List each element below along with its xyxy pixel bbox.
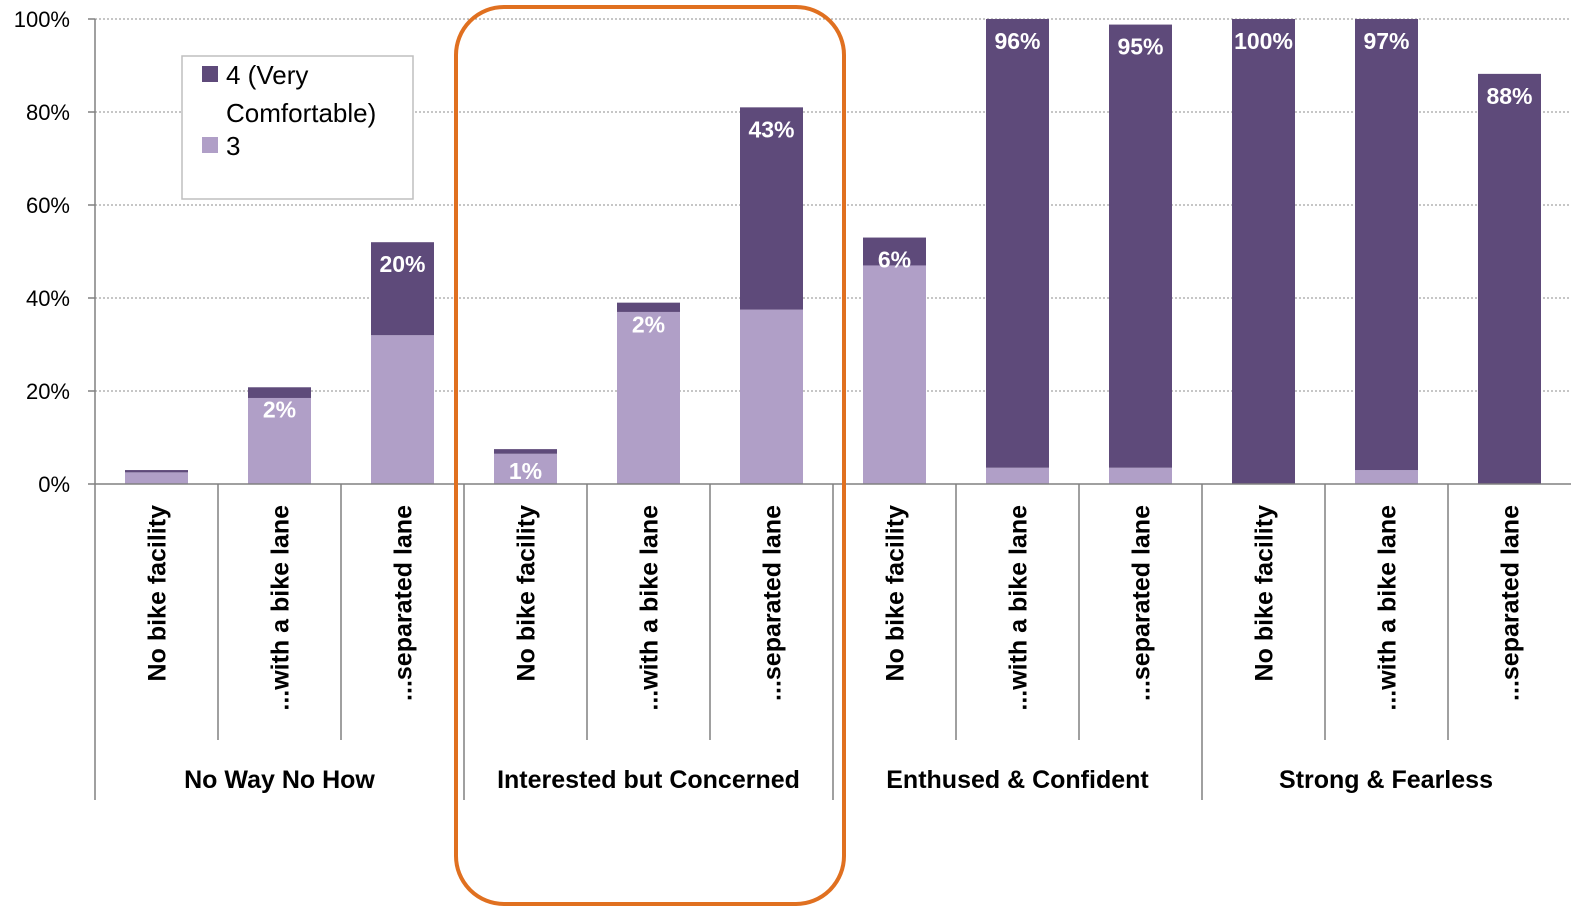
bar-strong-fearless-no-bike-facility-series-4-very-comfortable <box>1232 19 1295 484</box>
data-label-interested-but-concerned-separated-lane: 43% <box>748 116 794 142</box>
bar-interested-but-concerned-with-a-bike-lane-series-4-very-comfortable <box>617 303 680 312</box>
ytick-label-40: 40% <box>26 286 70 311</box>
bar-strong-fearless-with-a-bike-lane-series-4-very-comfortable <box>1355 19 1418 470</box>
bar-enthused-confident-no-bike-facility-series-3 <box>863 265 926 484</box>
data-label-strong-fearless-with-a-bike-lane: 97% <box>1363 28 1409 54</box>
legend-label-very-comfortable-line2: Comfortable) <box>226 98 376 128</box>
data-label-enthused-confident-separated-lane: 95% <box>1117 34 1163 60</box>
category-label-no-way-no-how-no-bike-facility: No bike facility <box>144 505 172 682</box>
data-label-interested-but-concerned-no-bike-facility: 1% <box>509 458 542 484</box>
legend-swatch-very-comfortable <box>202 66 218 82</box>
category-label-no-way-no-how-separated-lane: ...separated lane <box>390 505 418 701</box>
data-label-interested-but-concerned-with-a-bike-lane: 2% <box>632 312 665 338</box>
ytick-label-60: 60% <box>26 193 70 218</box>
group-label-enthused-confident: Enthused & Confident <box>886 766 1149 794</box>
ytick-label-100: 100% <box>14 7 70 32</box>
legend-label-very-comfortable-line1: 4 (Very <box>226 60 308 90</box>
category-label-interested-but-concerned-with-a-bike-lane: ...with a bike lane <box>636 505 664 711</box>
ytick-label-0: 0% <box>38 472 70 497</box>
category-label-strong-fearless-separated-lane: ...separated lane <box>1497 505 1525 701</box>
legend-label-3: 3 <box>226 131 240 161</box>
bar-strong-fearless-with-a-bike-lane-series-3 <box>1355 470 1418 484</box>
bar-interested-but-concerned-separated-lane-series-3 <box>740 310 803 484</box>
category-label-interested-but-concerned-no-bike-facility: No bike facility <box>513 505 541 682</box>
data-label-no-way-no-how-with-a-bike-lane: 2% <box>263 396 296 422</box>
group-label-no-way-no-how: No Way No How <box>184 766 375 794</box>
category-label-enthused-confident-no-bike-facility: No bike facility <box>882 505 910 682</box>
category-label-strong-fearless-no-bike-facility: No bike facility <box>1251 505 1279 682</box>
data-label-no-way-no-how-separated-lane: 20% <box>379 251 425 277</box>
legend: 4 (Very Comfortable) 3 <box>182 56 413 199</box>
data-label-enthused-confident-no-bike-facility: 6% <box>878 247 911 273</box>
legend-swatch-3 <box>202 137 218 153</box>
category-label-no-way-no-how-with-a-bike-lane: ...with a bike lane <box>267 505 295 711</box>
bar-interested-but-concerned-no-bike-facility-series-4-very-comfortable <box>494 449 557 454</box>
bar-no-way-no-how-no-bike-facility-series-4-very-comfortable <box>125 470 188 472</box>
group-label-interested-but-concerned: Interested but Concerned <box>497 766 800 794</box>
data-label-no-way-no-how-no-bike-facility: 1% <box>140 479 173 505</box>
ytick-label-20: 20% <box>26 379 70 404</box>
ytick-label-80: 80% <box>26 100 70 125</box>
category-label-enthused-confident-with-a-bike-lane: ...with a bike lane <box>1005 505 1033 711</box>
bar-no-way-no-how-separated-lane-series-3 <box>371 335 434 484</box>
group-label-strong-fearless: Strong & Fearless <box>1279 766 1493 794</box>
bar-strong-fearless-separated-lane-series-4-very-comfortable <box>1478 74 1541 484</box>
bar-enthused-confident-separated-lane-series-4-very-comfortable <box>1109 25 1172 468</box>
category-label-strong-fearless-with-a-bike-lane: ...with a bike lane <box>1374 505 1402 711</box>
data-label-enthused-confident-with-a-bike-lane: 96% <box>994 28 1040 54</box>
bar-enthused-confident-separated-lane-series-3 <box>1109 468 1172 484</box>
category-label-enthused-confident-separated-lane: ...separated lane <box>1128 505 1156 701</box>
bar-enthused-confident-with-a-bike-lane-series-4-very-comfortable <box>986 19 1049 468</box>
data-label-strong-fearless-no-bike-facility: 100% <box>1234 28 1293 54</box>
category-label-interested-but-concerned-separated-lane: ...separated lane <box>759 505 787 701</box>
bar-interested-but-concerned-with-a-bike-lane-series-3 <box>617 312 680 484</box>
bar-enthused-confident-with-a-bike-lane-series-3 <box>986 468 1049 484</box>
data-label-strong-fearless-separated-lane: 88% <box>1486 83 1532 109</box>
